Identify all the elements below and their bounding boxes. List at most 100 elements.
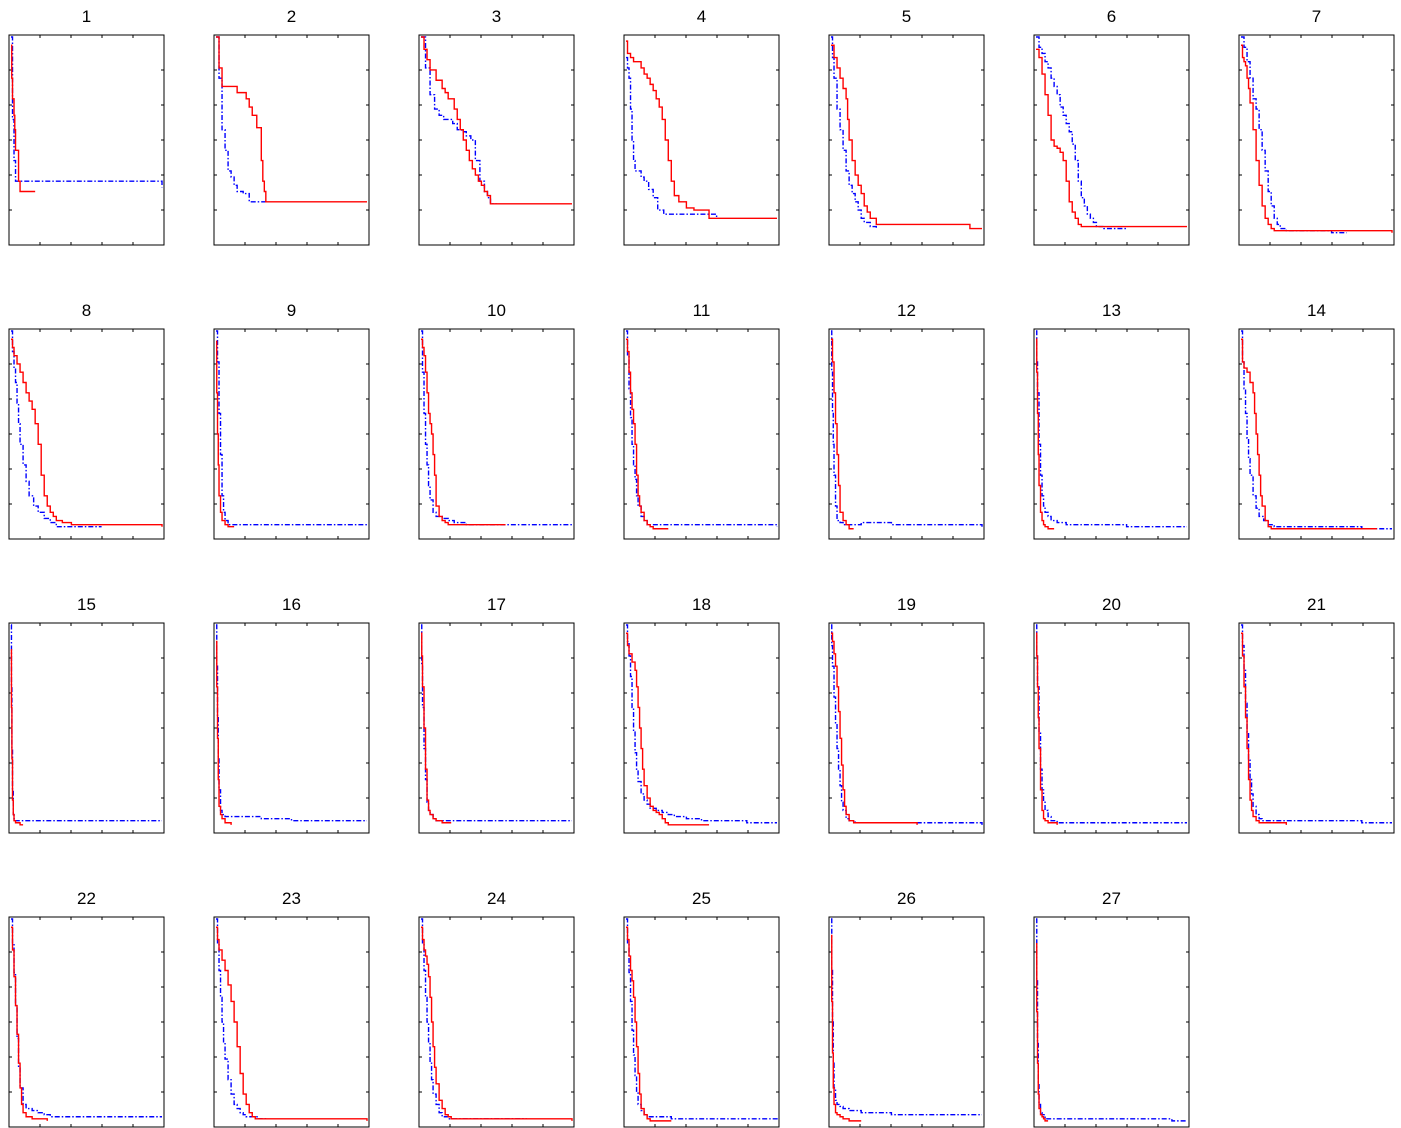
tick-marks (1034, 917, 1189, 1127)
chart-panel: 27 (1033, 882, 1190, 1128)
tick-marks (1239, 35, 1394, 245)
tick-marks (9, 329, 164, 539)
series-line-blue (1036, 36, 1127, 230)
series-line-blue (1036, 624, 1187, 824)
axes-frame (213, 328, 370, 540)
chart-panel: 14 (1238, 294, 1395, 540)
chart-title: 10 (487, 301, 506, 320)
tick-marks (214, 35, 369, 245)
series-line-blue (216, 624, 367, 822)
tick-marks (419, 917, 574, 1127)
chart-title: 21 (1307, 595, 1326, 614)
chart-panel: 2 (213, 0, 370, 246)
tick-marks (419, 329, 574, 539)
series-line-red (626, 632, 710, 826)
chart-title: 16 (282, 595, 301, 614)
series-line-blue (1241, 36, 1347, 234)
tick-marks (1034, 623, 1189, 833)
chart-title: 1 (81, 7, 92, 26)
chart-title: 19 (897, 595, 916, 614)
chart-title: 4 (696, 7, 707, 26)
axes-frame (1238, 34, 1395, 246)
chart-title: 26 (897, 889, 916, 908)
series-line-red (1241, 632, 1287, 825)
series-line-red (11, 926, 48, 1121)
axes-frame (623, 328, 780, 540)
plot-area (828, 328, 985, 540)
series-line-blue (831, 330, 983, 527)
chart-title: 13 (1102, 301, 1121, 320)
chart-panel: 9 (213, 294, 370, 540)
chart-title: 27 (1102, 889, 1121, 908)
plot-area (1033, 916, 1190, 1128)
series-line-blue (626, 56, 718, 219)
series-line-red (1036, 48, 1187, 228)
series-line-blue (1241, 330, 1392, 530)
series-line-blue (831, 624, 983, 825)
plot-area (1238, 34, 1395, 246)
series-line-red (1241, 44, 1393, 233)
chart-panel: 26 (828, 882, 985, 1128)
axes-frame (8, 34, 165, 246)
plot-area (8, 34, 165, 246)
series-line-red (626, 40, 777, 219)
chart-panel: 23 (213, 882, 370, 1128)
series-line-red (421, 338, 506, 526)
series-line-red (216, 926, 368, 1121)
tick-marks (829, 917, 984, 1127)
tick-marks (624, 623, 779, 833)
series-line-blue (626, 330, 778, 527)
axes-frame (213, 622, 370, 834)
plot-area (1238, 328, 1395, 540)
plot-area (828, 622, 985, 834)
series-line-blue (1241, 624, 1392, 824)
tick-marks (1034, 329, 1189, 539)
plot-area (1238, 622, 1395, 834)
chart-title: 23 (282, 889, 301, 908)
series-line-red (421, 36, 572, 205)
tick-marks (1034, 35, 1189, 245)
series-line-red (831, 44, 982, 230)
tick-marks (1239, 623, 1394, 833)
axes-frame (418, 916, 575, 1128)
axes-frame (213, 34, 370, 246)
chart-title: 25 (692, 889, 711, 908)
tick-marks (214, 329, 369, 539)
series-line-red (216, 340, 235, 528)
chart-panel: 10 (418, 294, 575, 540)
series-line-red (10, 649, 24, 826)
chart-title: 24 (487, 889, 506, 908)
plot-area (418, 34, 575, 246)
tick-marks (624, 917, 779, 1127)
plot-area (828, 34, 985, 246)
series-line-blue (421, 918, 527, 1120)
chart-title: 18 (692, 595, 711, 614)
axes-frame (828, 328, 985, 540)
series-line-red (11, 338, 163, 527)
axes-frame (1033, 622, 1190, 834)
chart-title: 15 (77, 595, 96, 614)
series-line-blue (1036, 330, 1187, 528)
tick-marks (214, 623, 369, 833)
plot-area (213, 328, 370, 540)
series-line-blue (626, 918, 778, 1121)
chart-panel: 22 (8, 882, 165, 1128)
chart-panel: 6 (1033, 0, 1190, 246)
axes-frame (8, 916, 165, 1128)
chart-panel: 8 (8, 294, 165, 540)
axes-frame (623, 916, 780, 1128)
chart-panel: 4 (623, 0, 780, 246)
series-line-red (831, 632, 918, 825)
axes-frame (828, 622, 985, 834)
series-line-red (216, 640, 232, 825)
chart-title: 6 (1106, 7, 1117, 26)
chart-title: 12 (897, 301, 916, 320)
series-line-red (831, 934, 862, 1122)
axes-frame (1033, 34, 1190, 246)
plot-area (8, 328, 165, 540)
series-line-blue (421, 330, 572, 526)
tick-marks (214, 917, 369, 1127)
chart-title: 22 (77, 889, 96, 908)
chart-title: 2 (286, 7, 297, 26)
